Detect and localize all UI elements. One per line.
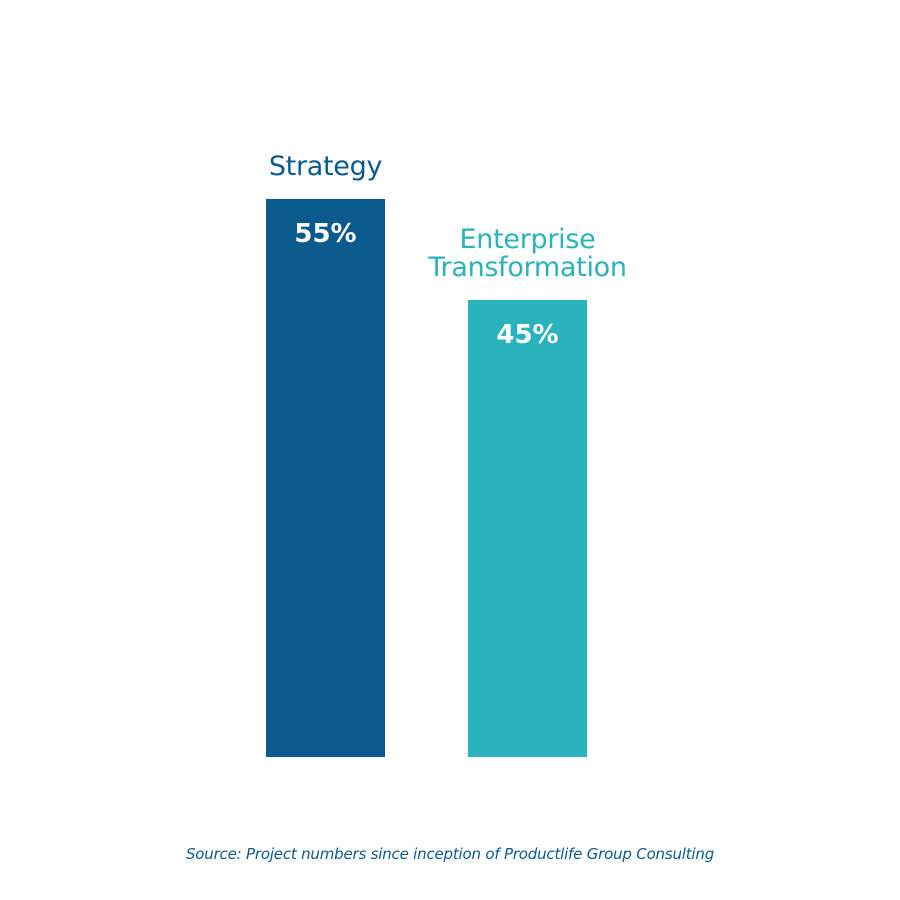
category-label: Enterprise Transformation <box>428 224 627 283</box>
source-note: Source: Project numbers since inception … <box>185 845 715 863</box>
category-label: Strategy <box>268 151 383 182</box>
bar-value-label: 45% <box>496 320 559 350</box>
bar-2: 45% <box>468 300 587 757</box>
bar-1: 55% <box>266 199 385 757</box>
bar-value-label: 55% <box>294 219 357 249</box>
